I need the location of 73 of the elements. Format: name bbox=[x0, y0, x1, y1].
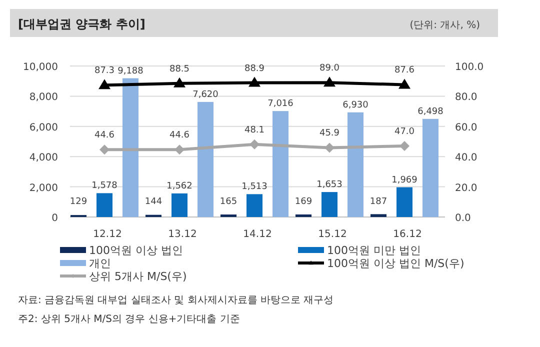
x-tick-label: 12.12 bbox=[93, 229, 122, 240]
data-label: 1,969 bbox=[392, 175, 418, 186]
data-label: 6,930 bbox=[342, 100, 369, 110]
legend-label: 100억원 이상 법인 M/S(우) bbox=[327, 257, 464, 270]
point bbox=[398, 78, 410, 89]
legend-label: 100억원 이상 법인 bbox=[89, 244, 183, 257]
bar bbox=[96, 193, 112, 217]
legend-label: 개인 bbox=[89, 257, 111, 270]
bar bbox=[348, 112, 364, 217]
y-tick-label: 6,000 bbox=[29, 122, 58, 134]
data-label: 47.0 bbox=[394, 127, 415, 138]
data-label: 165 bbox=[220, 197, 238, 207]
data-label: 44.6 bbox=[169, 130, 190, 141]
bar bbox=[272, 111, 288, 217]
data-label: 87.3 bbox=[94, 66, 115, 76]
point bbox=[174, 144, 184, 155]
y2-tick-label: 0.0 bbox=[455, 213, 471, 224]
bar bbox=[198, 102, 214, 217]
text: 자료: 금융감독원 대부업 실태조사 및 회사제시자료를 바탕으로 재구성 bbox=[18, 295, 334, 306]
y-tick-label: 10,000 bbox=[23, 62, 58, 73]
y-tick-label: 2,000 bbox=[29, 182, 58, 194]
legend-label: 100억원 미만 법인 bbox=[327, 244, 421, 257]
point bbox=[100, 144, 110, 155]
point bbox=[324, 76, 336, 87]
data-label: 7,016 bbox=[268, 99, 294, 110]
y-tick-label: 8,000 bbox=[29, 92, 58, 104]
x-tick-label: 13.12 bbox=[168, 229, 197, 240]
data-label: 1,578 bbox=[92, 181, 118, 192]
x-tick-label: 15.12 bbox=[318, 229, 347, 240]
data-label: 88.5 bbox=[169, 64, 190, 74]
data-label: 48.1 bbox=[244, 125, 265, 136]
data-label: 87.6 bbox=[394, 66, 415, 76]
point bbox=[400, 141, 410, 152]
y2-tick-label: 40.0 bbox=[455, 152, 478, 164]
data-label: 9,188 bbox=[118, 66, 144, 76]
point bbox=[174, 77, 186, 88]
bar bbox=[422, 118, 438, 217]
x-tick-label: 14.12 bbox=[243, 229, 272, 240]
bar bbox=[322, 192, 338, 217]
data-label: 1,562 bbox=[166, 181, 192, 192]
data-label: 169 bbox=[294, 197, 312, 207]
point bbox=[248, 76, 260, 87]
y2-tick-label: 60.0 bbox=[455, 122, 478, 134]
bar bbox=[396, 187, 412, 217]
data-label: 187 bbox=[370, 197, 388, 207]
y2-tick-label: 100.0 bbox=[455, 62, 484, 73]
data-label: 7,620 bbox=[192, 90, 219, 100]
y2-tick-label: 20.0 bbox=[455, 182, 478, 194]
legend-label: 상위 5개사 M/S(우) bbox=[89, 270, 187, 283]
chart-subtitle: (단위: 개사, %) bbox=[410, 20, 480, 31]
data-label: 6,498 bbox=[418, 106, 444, 117]
bar bbox=[122, 78, 138, 217]
point bbox=[324, 142, 334, 153]
chart-title: [대부업권 양극화 추이] bbox=[18, 17, 146, 31]
y-tick-label: 4,000 bbox=[29, 152, 58, 164]
y2-tick-label: 80.0 bbox=[455, 92, 478, 104]
bar bbox=[370, 214, 386, 217]
point bbox=[98, 79, 110, 90]
data-label: 144 bbox=[144, 197, 162, 207]
data-label: 88.9 bbox=[244, 64, 265, 74]
data-label: 44.6 bbox=[94, 130, 115, 141]
bar bbox=[172, 193, 188, 217]
text: 주2: 상위 5개사 M/S의 경우 신용+기타대출 기준 bbox=[18, 314, 240, 325]
data-label: 1,653 bbox=[316, 180, 342, 190]
data-label: 129 bbox=[70, 197, 88, 207]
bar bbox=[246, 194, 262, 217]
data-label: 45.9 bbox=[319, 128, 340, 139]
bar bbox=[296, 214, 312, 217]
y-tick-label: 0 bbox=[52, 213, 58, 224]
x-tick-label: 16.12 bbox=[393, 229, 422, 240]
point bbox=[250, 139, 260, 150]
data-label: 1,513 bbox=[242, 182, 268, 192]
data-label: 89.0 bbox=[319, 64, 340, 74]
